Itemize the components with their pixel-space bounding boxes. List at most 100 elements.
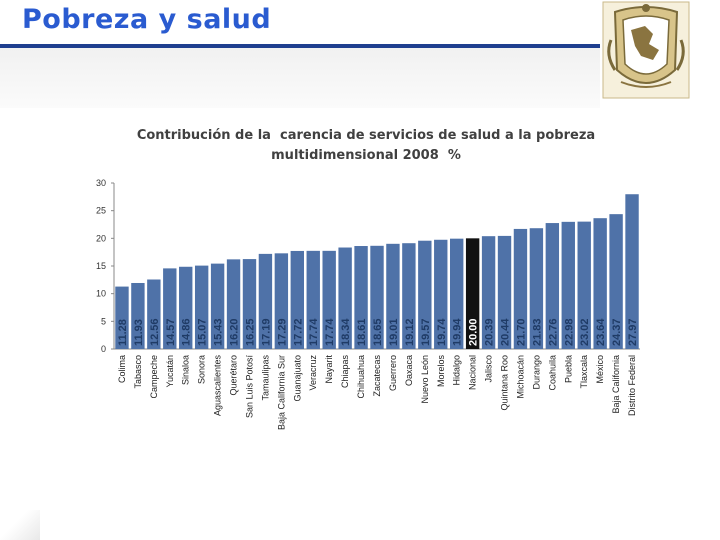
bar-value-label: 23.64: [595, 318, 607, 346]
y-tick-label: 25: [96, 206, 106, 216]
category-label: Colima: [117, 355, 127, 383]
title-underline: [0, 44, 600, 48]
bar-group: [115, 194, 639, 349]
bar: [545, 223, 560, 349]
bar: [242, 259, 257, 349]
bar: [386, 243, 400, 349]
bar-value-label: 17.72: [292, 318, 304, 346]
bar-value-label: 16.25: [244, 318, 256, 346]
category-label: Chiapas: [340, 355, 350, 389]
bar: [354, 246, 368, 349]
category-label: Durango: [531, 355, 541, 390]
bar-value-label: 12.56: [149, 318, 161, 346]
category-label: Chihuahua: [356, 355, 366, 399]
bar-value-label: 19.57: [420, 318, 432, 346]
bar-value-label: 21.83: [531, 318, 543, 346]
bar: [274, 253, 289, 349]
bar-value-label: 17.74: [308, 318, 320, 346]
category-label: Sinaloa: [181, 355, 191, 385]
category-label: Hidalgo: [452, 355, 462, 386]
bar: [163, 268, 177, 349]
bar-value-label: 19.94: [452, 318, 464, 346]
slide-title: Pobreza y salud: [22, 4, 272, 35]
bar: [194, 265, 209, 349]
category-label: Nayarit: [324, 355, 334, 384]
bar-value-label: 14.57: [165, 318, 177, 346]
y-tick-label: 15: [96, 261, 106, 271]
category-label: Puebla: [563, 355, 573, 383]
category-label: Baja California Sur: [276, 355, 286, 430]
bar-value-label: 14.86: [181, 318, 193, 346]
bar-value-label: 22.76: [547, 318, 559, 346]
bar-value-label: 18.65: [372, 318, 384, 346]
bar: [131, 282, 145, 349]
category-label: Tlaxcala: [579, 355, 589, 389]
category-label: Querétaro: [229, 355, 239, 396]
bar: [481, 236, 496, 349]
category-label: México: [595, 355, 605, 384]
bar: [561, 221, 575, 349]
bar: [322, 250, 336, 349]
category-label: Guerrero: [388, 355, 398, 391]
bar: [593, 218, 607, 349]
bar-value-label: 18.34: [340, 318, 352, 346]
category-label: Zacatecas: [372, 355, 382, 397]
category-label: Campeche: [149, 355, 159, 399]
category-label: Yucatán: [165, 355, 175, 388]
category-label: Coahuila: [547, 355, 557, 391]
y-tick-label: 5: [101, 316, 106, 326]
bar: [434, 239, 448, 349]
bar: [577, 221, 591, 349]
bar-value-label: 22.98: [563, 318, 575, 346]
y-tick-label: 10: [96, 289, 106, 299]
bar-value-label: 17.19: [260, 318, 272, 346]
unam-seal-icon: [602, 1, 690, 99]
y-tick-label: 0: [101, 344, 106, 354]
bar: [115, 286, 129, 349]
bar-value-label: 17.74: [324, 318, 336, 346]
bar: [226, 259, 241, 349]
category-label: Distrito Federal: [627, 355, 637, 416]
bar: [147, 279, 161, 349]
bar: [290, 250, 304, 349]
bar: [625, 194, 639, 349]
bar: [497, 235, 512, 349]
category-label: Michoacán: [515, 355, 525, 399]
bar-value-label: 18.61: [356, 318, 368, 346]
bar: [513, 228, 528, 349]
chart-title-line2: multidimensional 2008 %: [271, 148, 461, 163]
category-label: Quintana Roo: [500, 355, 510, 411]
bar-value-label: 15.07: [197, 318, 209, 346]
category-label: Sonora: [197, 355, 207, 384]
bar-value-label: 20.00: [468, 318, 480, 346]
bar-value-label: 17.29: [276, 318, 288, 346]
bar: [529, 228, 544, 349]
bar: [609, 214, 623, 349]
category-label: Veracruz: [308, 355, 318, 391]
bar-value-label: 15.43: [213, 318, 225, 346]
bar-value-label: 20.44: [500, 318, 512, 346]
bar: [179, 266, 193, 349]
category-label: Morelos: [436, 355, 446, 388]
y-tick-label: 30: [96, 178, 106, 188]
category-label: Nacional: [468, 355, 478, 390]
bar-value-label: 24.37: [611, 318, 623, 346]
bar: [370, 245, 384, 349]
category-label: San Luis Potosí: [244, 355, 254, 419]
bar-highlight: [465, 238, 480, 349]
category-label-group: Colima Tabasco Campeche Yucatán Sinaloa Sonor…: [117, 355, 637, 431]
bar-value-label: 19.12: [404, 318, 416, 346]
category-label: Baja California: [611, 355, 621, 414]
bar: [306, 250, 320, 349]
bar: [450, 238, 464, 349]
bar-value-label: 19.01: [388, 318, 400, 346]
bar: [402, 243, 416, 349]
bar: [418, 240, 432, 349]
category-label: Oaxaca: [404, 355, 414, 386]
title-bar: Pobreza y salud: [0, 0, 720, 48]
bar-value-label: 21.70: [515, 318, 527, 346]
bar-value-label: 27.97: [627, 318, 639, 346]
y-tick-label: 20: [96, 233, 106, 243]
header-band: [0, 48, 600, 108]
bar-value-label: 19.74: [436, 318, 448, 346]
